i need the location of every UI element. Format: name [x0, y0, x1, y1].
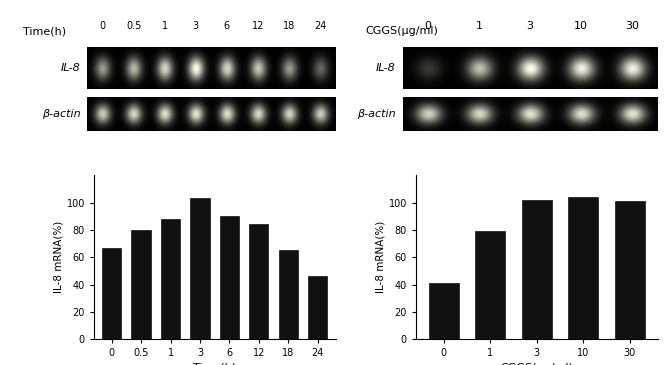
Y-axis label: IL-8 mRNA(%): IL-8 mRNA(%) [376, 221, 386, 293]
Text: Time(h): Time(h) [23, 26, 66, 36]
X-axis label: Time(h): Time(h) [193, 363, 236, 365]
Bar [615, 201, 645, 339]
Text: IL-8: IL-8 [376, 64, 396, 73]
Text: β-actin: β-actin [42, 109, 81, 119]
Bar [429, 283, 459, 339]
Text: 1: 1 [476, 20, 482, 31]
Text: 6: 6 [224, 20, 230, 31]
Bar [568, 197, 599, 339]
Bar [161, 219, 180, 339]
Text: 0: 0 [425, 20, 431, 31]
Text: IL-8: IL-8 [61, 64, 81, 73]
Bar [278, 250, 298, 339]
Text: 3: 3 [527, 20, 533, 31]
Bar [132, 230, 151, 339]
Text: β-actin: β-actin [357, 109, 396, 119]
Text: 18: 18 [282, 20, 295, 31]
Bar [475, 231, 505, 339]
Text: 10: 10 [574, 20, 588, 31]
Text: 30: 30 [625, 20, 639, 31]
Bar [102, 248, 121, 339]
Bar [522, 200, 552, 339]
Text: 12: 12 [252, 20, 264, 31]
Bar [220, 216, 239, 339]
Text: 24: 24 [314, 20, 326, 31]
Text: 1: 1 [162, 20, 168, 31]
Text: 3: 3 [193, 20, 199, 31]
X-axis label: CGGS(μg/ml): CGGS(μg/ml) [501, 363, 573, 365]
Bar [308, 277, 327, 339]
Text: 0.5: 0.5 [126, 20, 142, 31]
Bar [250, 224, 268, 339]
Y-axis label: IL-8 mRNA(%): IL-8 mRNA(%) [54, 221, 64, 293]
Text: 0: 0 [100, 20, 106, 31]
Bar [191, 199, 209, 339]
Text: CGGS(μg/ml): CGGS(μg/ml) [366, 26, 439, 36]
